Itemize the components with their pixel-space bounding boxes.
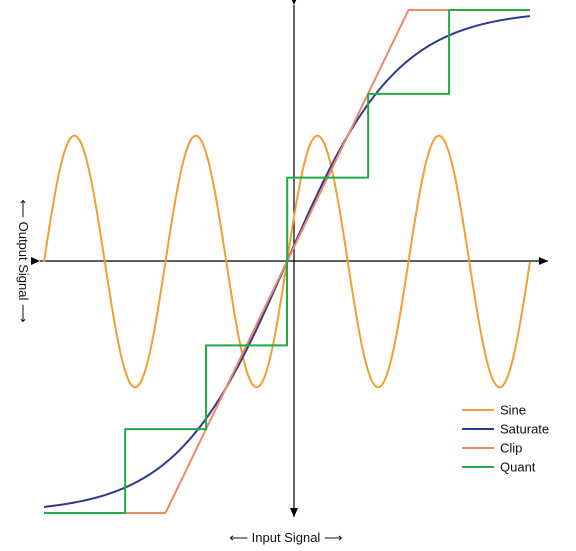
legend-label-clip: Clip — [500, 441, 522, 456]
legend-label-quant: Quant — [500, 460, 536, 475]
x-axis-label: ⟵ Input Signal ⟶ — [229, 530, 342, 545]
y-axis-label: ⟵ Output Signal ⟶ — [16, 199, 31, 322]
legend-label-saturate: Saturate — [500, 422, 549, 437]
legend-item-saturate: Saturate — [462, 422, 549, 437]
legend-item-quant: Quant — [462, 460, 536, 475]
legend-item-clip: Clip — [462, 441, 522, 456]
legend-label-sine: Sine — [500, 403, 526, 418]
legend: Sine Saturate Clip Quant — [462, 403, 549, 475]
series-layer — [43, 9, 531, 514]
axes — [31, 0, 548, 517]
series-quant-line — [44, 9, 530, 514]
legend-item-sine: Sine — [462, 403, 526, 418]
